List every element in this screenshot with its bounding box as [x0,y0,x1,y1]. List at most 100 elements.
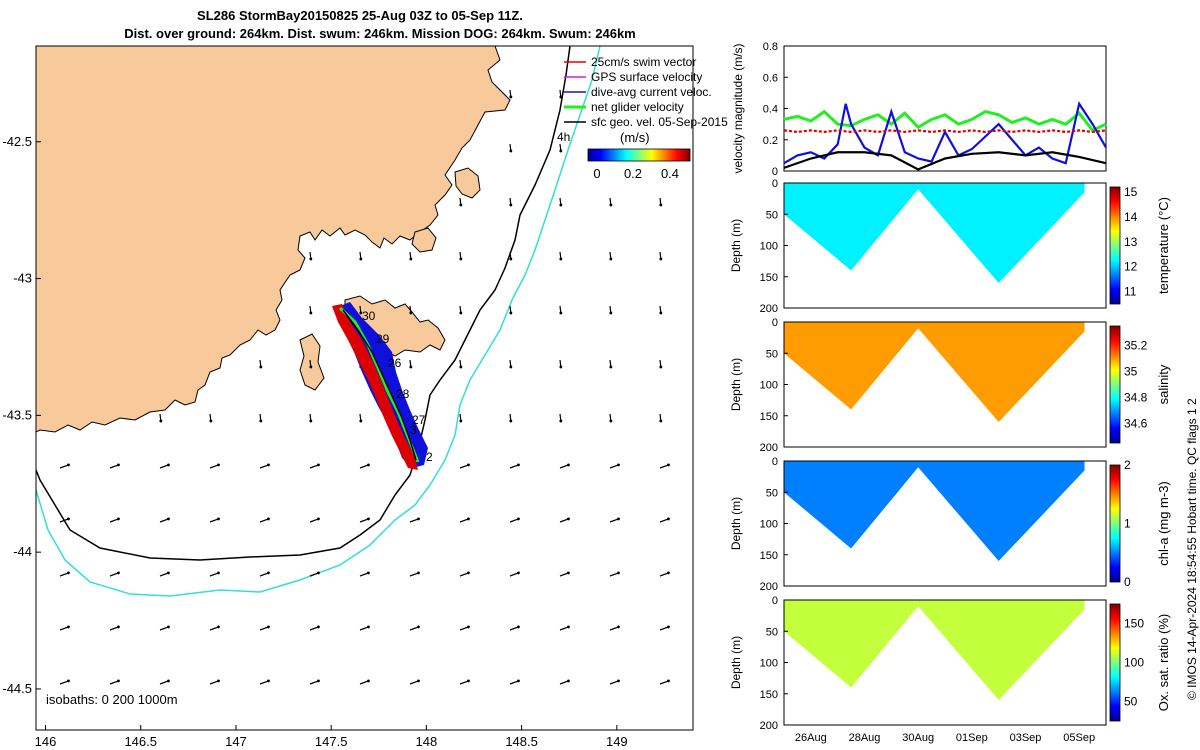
section-colorbar-label: Ox. sat. ratio (%) [1156,614,1171,712]
velocity-arrow [159,626,169,631]
velocity-arrowhead [459,311,463,315]
velocity-arrowhead [117,679,120,683]
velocity-arrowhead [609,365,613,369]
velocity-arrowhead [67,679,70,683]
velocity-arrowhead [517,517,520,521]
velocity-arrow [359,572,369,577]
velocity-arrow [359,464,369,469]
velocity-arrowhead [509,203,513,207]
velocity-arrowhead [317,679,320,683]
velocity-arrow [59,572,69,577]
section-colorbar [1109,325,1121,444]
velocity-arrowhead [167,679,170,683]
velocity-arrow [59,464,69,469]
velocity-arrow [609,626,619,631]
velocity-arrowhead [67,625,70,629]
velocity-arrow [659,464,669,469]
velocity-arrowhead [267,463,270,467]
velocity-arrowhead [667,463,670,467]
map-x-tick-label: 147.5 [315,734,348,749]
velocity-arrowhead [517,679,520,683]
map-x-tick-label: 146.5 [124,734,157,749]
colorbar-tick: 0.2 [624,166,642,181]
velocity-panel: 0 0.2 0.4 0.6 0.8 velocity magnitude (m/s) [731,41,1107,178]
date-tick-label: 03Sep [1010,732,1042,744]
velocity-arrowhead [609,311,613,315]
velocity-arrowhead [67,571,70,575]
velocity-arrowhead [609,257,613,261]
velocity-arrowhead [417,679,420,683]
velocity-y-tick-label: 0 [772,166,778,178]
date-tick-label: 01Sep [956,732,988,744]
velocity-arrowhead [559,311,563,315]
map-y-tick-label: -43.5 [2,407,32,422]
section-temperature: 0 50 100 150 200 Depth (m) 15 14 13 12 11 temperatu… [729,178,1171,315]
map-colorbar [587,148,691,162]
legend-label-net: net glider velocity [591,100,684,114]
velocity-arrow [159,572,169,577]
velocity-arrowhead [167,463,170,467]
velocity-arrow [209,626,219,631]
map-frame [35,45,694,731]
day-label: 29 [376,332,390,346]
section-y-tick-label: 50 [766,209,778,221]
velocity-arrow [459,518,469,523]
day-label: 28 [396,387,410,401]
velocity-arrowhead [359,257,363,261]
map-y-tick-label: -42.5 [2,134,32,149]
velocity-arrowhead [617,679,620,683]
velocity-arrow [659,572,669,577]
velocity-arrow [159,680,169,685]
velocity-arrowhead [117,463,120,467]
section-salinity: 0 50 100 150 200 Depth (m) 35.2 35 34.8 34.6 salin… [729,317,1171,454]
colorbar-tick-label: 35.2 [1124,339,1148,353]
velocity-arrow [209,680,219,685]
velocity-arrowhead [267,517,270,521]
velocity-y-tick-label: 0.8 [763,41,778,53]
velocity-arrow [309,572,319,577]
map-y-tick-label: -43 [13,271,32,286]
velocity-arrowhead [567,679,570,683]
velocity-arrowhead [309,419,313,423]
section-y-tick-label: 50 [766,348,778,360]
velocity-arrow [309,518,319,523]
velocity-arrowhead [559,95,563,99]
colorbar-tick-label: 50 [1124,695,1138,709]
velocity-arrow [159,518,169,523]
map-y-tick-label: -44 [13,544,32,559]
velocity-y-tick-label: 0.6 [763,72,778,84]
colorbar-tick-label: 1 [1124,517,1131,531]
velocity-arrow [259,680,269,685]
velocity-arrow [559,680,569,685]
colorbar-tick-label: 2 [1124,458,1131,472]
section-y-tick-label: 200 [760,442,778,454]
velocity-arrowhead [467,625,470,629]
section-y-tick-label: 150 [760,550,778,562]
velocity-arrow [409,680,419,685]
map-x-tick-label: 147 [225,734,247,749]
velocity-arrow [509,680,519,685]
section-oxygen: 0 50 100 150 200 Depth (m) 150 100 50 Ox. sat. ra… [729,595,1171,732]
velocity-arrowhead [509,419,513,423]
velocity-arrowhead [559,419,563,423]
day-label: 2 [426,450,433,464]
day-label: 27 [412,413,426,427]
velocity-arrowhead [467,679,470,683]
velocity-arrow [409,518,419,523]
section-y-tick-label: 200 [760,581,778,593]
land-maria-island [454,167,481,199]
velocity-arrowhead [667,517,670,521]
section-ylabel: Depth (m) [729,219,743,272]
track-black-line [342,309,417,461]
velocity-arrow [659,680,669,685]
velocity-arrowhead [509,257,513,261]
velocity-arrowhead [459,419,463,423]
velocity-ylabel: velocity magnitude (m/s) [731,43,745,173]
section-y-tick-label: 0 [772,595,778,607]
time-scale-label: 4h [557,130,570,144]
section-colorbar-label: temperature (°C) [1156,197,1171,294]
velocity-arrowhead [617,625,620,629]
date-tick-label: 30Aug [902,732,934,744]
velocity-arrowhead [567,625,570,629]
